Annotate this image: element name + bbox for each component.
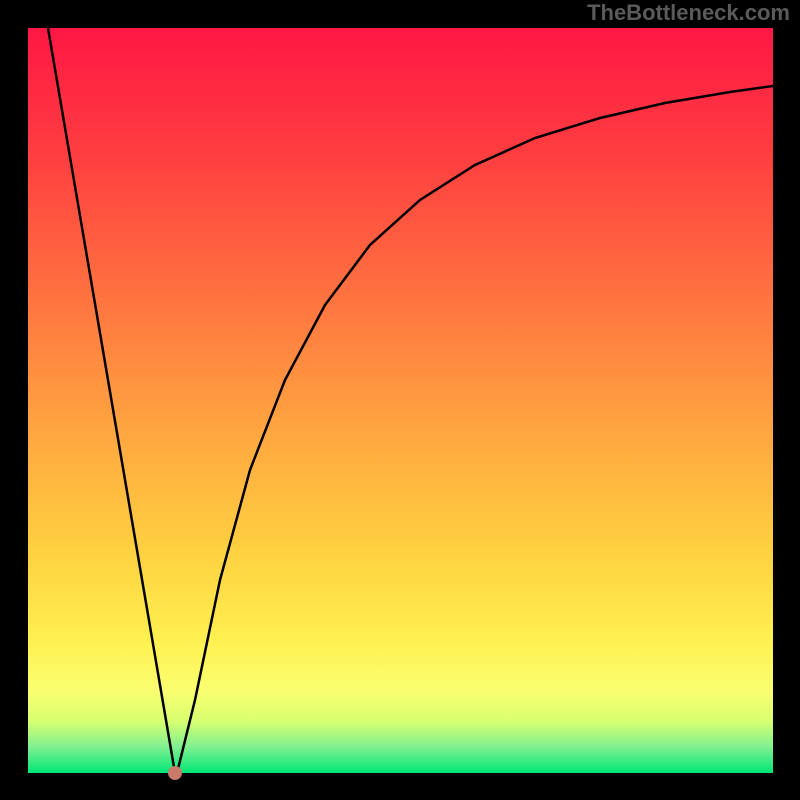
optimal-point-marker — [168, 766, 182, 780]
plot-background — [28, 28, 773, 773]
bottleneck-chart: TheBottleneck.com — [0, 0, 800, 800]
chart-svg — [0, 0, 800, 800]
watermark-text: TheBottleneck.com — [587, 0, 790, 26]
